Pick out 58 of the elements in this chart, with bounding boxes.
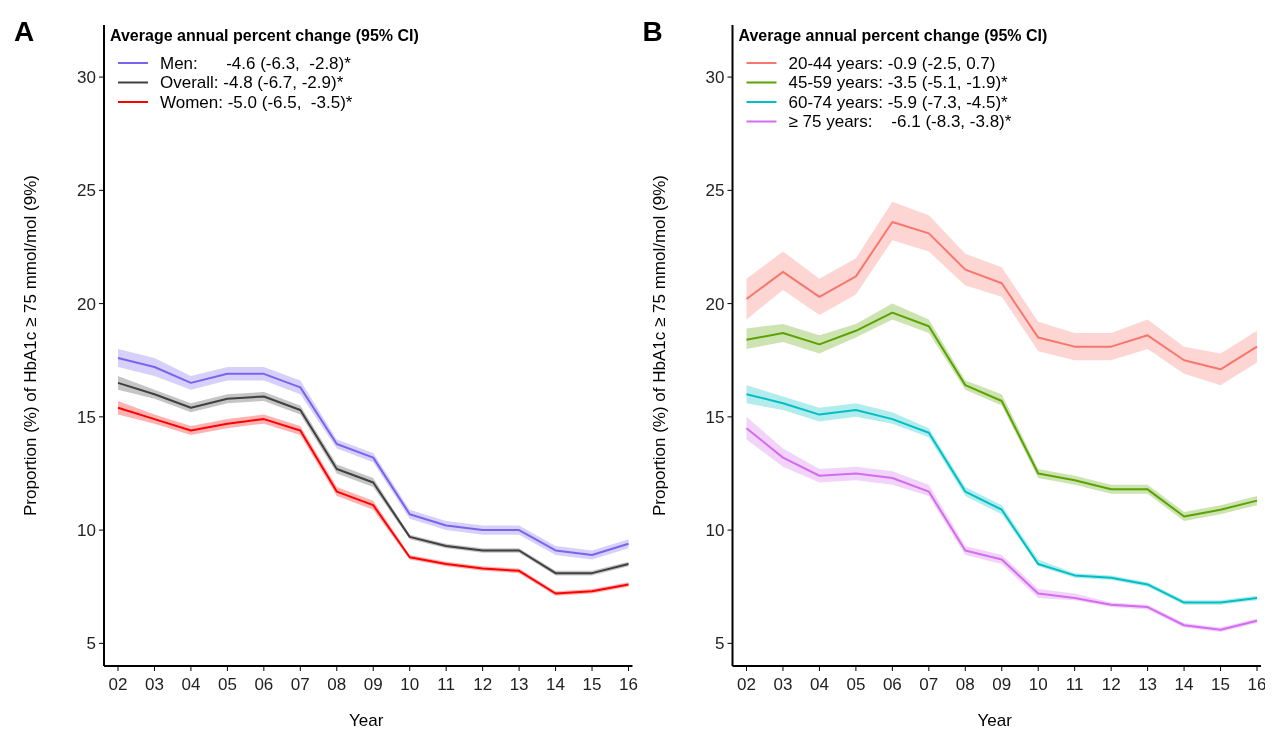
x-tick-label: 11 — [1065, 675, 1084, 694]
x-tick-label: 15 — [1211, 675, 1230, 694]
legend-label: Men: -4.6 (-6.3, -2.8)* — [160, 53, 352, 73]
y-axis-title: Proportion (%) of HbA1c ≥ 75 mmol/mol (9%) — [649, 175, 669, 516]
x-tick-label: 13 — [509, 675, 529, 694]
x-tick-label: 14 — [1174, 675, 1194, 694]
x-tick-label: 09 — [363, 675, 383, 694]
x-tick-label: 04 — [809, 675, 829, 694]
line-series — [745, 221, 1258, 371]
legend-label: Overall: -4.8 (-6.7, -2.9)* — [160, 73, 344, 93]
x-tick-label: 13 — [1138, 675, 1158, 694]
x-tick-label: 08 — [327, 675, 347, 694]
y-tick-label: 20 — [705, 294, 725, 314]
x-tick-label: 09 — [992, 675, 1012, 694]
x-tick-label: 10 — [1028, 675, 1048, 694]
chart-title: B — [642, 16, 663, 47]
x-tick-label: 12 — [473, 675, 493, 694]
chart-title: A — [14, 16, 35, 47]
x-tick-label: 02 — [108, 675, 128, 694]
y-tick-label: 10 — [77, 521, 96, 541]
y-tick-label: 15 — [77, 407, 96, 427]
x-axis-title: Year — [349, 711, 384, 730]
x-axis-title: Year — [977, 711, 1013, 730]
legend-label: 20-44 years: -0.9 (-2.5, 0.7) — [788, 53, 996, 73]
y-tick-label: 30 — [705, 68, 725, 88]
legend-title: Average annual percent change (95% CI) — [738, 27, 1048, 44]
legend-label: Women: -5.0 (-6.5, -3.5)* — [160, 92, 353, 112]
y-tick-label: 30 — [77, 68, 96, 88]
x-tick-label: 16 — [619, 675, 638, 694]
x-tick-label: 03 — [145, 675, 164, 694]
y-tick-label: 20 — [77, 294, 96, 314]
x-tick-label: 10 — [400, 675, 420, 694]
x-tick-label: 12 — [1101, 675, 1121, 694]
x-tick-label: 03 — [773, 675, 793, 694]
x-tick-label: 16 — [1247, 675, 1267, 694]
x-tick-label: 06 — [254, 675, 274, 694]
y-tick-label: 10 — [705, 521, 725, 541]
x-tick-label: 05 — [217, 675, 237, 694]
legend-title: Average annual percent change (95% CI) — [110, 27, 419, 44]
x-tick-label: 04 — [181, 675, 201, 694]
x-tick-label: 07 — [919, 675, 939, 694]
x-tick-label: 07 — [290, 675, 310, 694]
y-tick-label: 5 — [715, 634, 725, 654]
x-tick-label: 15 — [582, 675, 602, 694]
x-tick-label: 02 — [737, 675, 756, 694]
y-axis-title: Proportion (%) of HbA1c ≥ 75 mmol/mol (9%) — [21, 175, 40, 516]
x-tick-label: 08 — [955, 675, 975, 694]
y-tick-label: 25 — [705, 181, 725, 201]
legend-label: ≥ 75 years: -6.1 (-8.3, -3.8)* — [788, 112, 1012, 132]
x-tick-label: 06 — [882, 675, 902, 694]
y-tick-label: 25 — [77, 181, 96, 201]
legend-label: 60-74 years: -5.9 (-7.3, -4.5)* — [788, 92, 1009, 112]
y-tick-label: 15 — [705, 407, 725, 427]
x-tick-label: 11 — [437, 675, 456, 694]
x-tick-label: 14 — [546, 675, 566, 694]
y-tick-label: 5 — [86, 634, 96, 654]
legend-label: 45-59 years: -3.5 (-5.1, -1.9)* — [788, 73, 1009, 93]
x-tick-label: 05 — [846, 675, 866, 694]
